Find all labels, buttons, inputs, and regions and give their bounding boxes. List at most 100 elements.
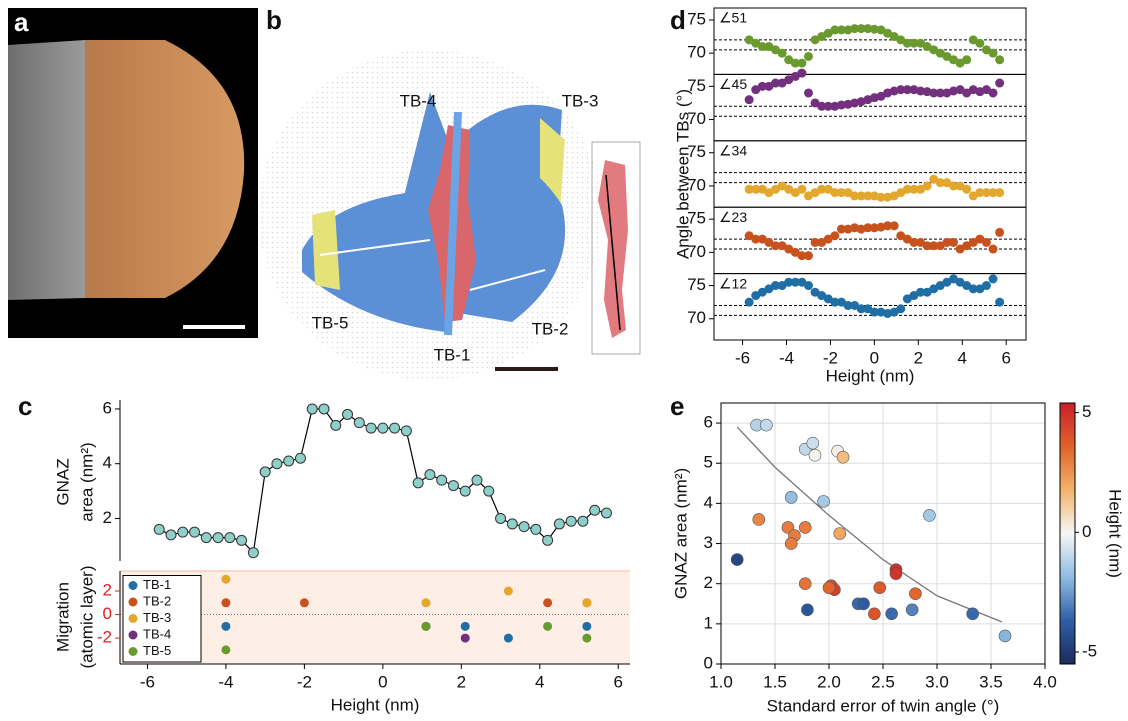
- x-tick-label: -6: [735, 348, 750, 367]
- data-point: [995, 55, 1004, 64]
- legend-label: TB-1: [143, 577, 171, 592]
- x-tick-label: -4: [779, 348, 794, 367]
- data-point: [858, 598, 870, 610]
- data-point: [799, 521, 811, 533]
- data-point: [797, 185, 806, 194]
- subplot-label: ∠34: [719, 143, 747, 159]
- data-point: [989, 49, 998, 58]
- data-point: [989, 245, 998, 254]
- panel-label: d: [670, 5, 686, 35]
- subplot-label: ∠45: [719, 76, 747, 92]
- y-tick-label: 4: [103, 453, 112, 472]
- data-point: [221, 645, 230, 654]
- subplot-label: ∠23: [719, 209, 747, 225]
- y-tick-label: 6: [103, 398, 112, 417]
- y-tick-label: 0: [704, 653, 713, 672]
- data-point: [797, 69, 806, 78]
- x-tick-label: 1.0: [709, 672, 733, 691]
- data-point: [519, 522, 529, 532]
- x-tick-label: -4: [218, 672, 233, 691]
- data-point: [923, 509, 935, 521]
- data-point: [995, 188, 1004, 197]
- data-point: [543, 535, 553, 545]
- panel-label: b: [266, 5, 282, 35]
- data-point: [906, 604, 918, 616]
- axis-title: Height (nm): [331, 695, 420, 714]
- y-tick-label: 6: [704, 413, 713, 432]
- data-point: [982, 281, 991, 290]
- x-tick-label: -6: [140, 672, 155, 691]
- data-point: [807, 437, 819, 449]
- data-point: [566, 516, 576, 526]
- axis-title: area (nm²): [77, 442, 96, 521]
- panel-label: e: [670, 391, 684, 421]
- y-tick-label: 75: [687, 9, 706, 28]
- subplot-label: ∠51: [719, 10, 747, 26]
- data-point: [809, 449, 821, 461]
- axis-title: (atomic layer): [77, 566, 96, 669]
- data-point: [890, 221, 899, 230]
- data-point: [201, 533, 211, 543]
- y-tick-label: 1: [704, 613, 713, 632]
- data-point: [343, 409, 353, 419]
- data-point: [804, 52, 813, 61]
- data-point: [237, 535, 247, 545]
- data-point: [496, 513, 506, 523]
- data-point: [554, 519, 564, 529]
- data-point: [837, 451, 849, 463]
- data-point: [995, 298, 1004, 307]
- x-tick-label: 4: [958, 348, 967, 367]
- data-point: [962, 55, 971, 64]
- data-point: [582, 634, 591, 643]
- data-point: [995, 228, 1004, 237]
- data-point: [890, 568, 902, 580]
- colorbar-tick-label: -5: [1082, 642, 1097, 661]
- data-point: [307, 404, 317, 414]
- tb-label: TB-2: [532, 319, 569, 338]
- colorbar-tick-label: 0: [1082, 522, 1091, 541]
- data-point: [804, 281, 813, 290]
- data-point: [923, 181, 932, 190]
- y-tick-label: 3: [704, 533, 713, 552]
- colorbar: [1060, 403, 1075, 664]
- tb-label: TB-3: [562, 91, 599, 110]
- panel-label: a: [14, 7, 29, 37]
- x-tick-label: -2: [823, 348, 838, 367]
- data-point: [422, 622, 431, 631]
- x-tick-label: 2: [457, 672, 466, 691]
- legend-label: TB-2: [143, 593, 171, 608]
- axis-title: Height (nm): [1106, 489, 1125, 578]
- data-point: [401, 426, 411, 436]
- colorbar-tick-label: 5: [1082, 402, 1091, 421]
- data-point: [830, 231, 839, 240]
- micrograph: [8, 8, 258, 338]
- data-point: [818, 495, 830, 507]
- data-point: [178, 527, 188, 537]
- data-point: [543, 598, 552, 607]
- panel-label: c: [18, 391, 32, 421]
- x-tick-label: 6: [1001, 348, 1010, 367]
- x-tick-label: 2.0: [817, 672, 841, 691]
- data-point: [967, 608, 979, 620]
- data-point: [366, 423, 376, 433]
- data-point: [753, 513, 765, 525]
- tb-label: TB-1: [434, 345, 471, 364]
- data-point: [999, 630, 1011, 642]
- data-point: [295, 453, 305, 463]
- data-point: [801, 604, 813, 616]
- data-point: [886, 608, 898, 620]
- data-point: [190, 527, 200, 537]
- data-point: [378, 423, 388, 433]
- data-point: [834, 528, 846, 540]
- legend-marker: [129, 614, 138, 623]
- legend-marker: [129, 647, 138, 656]
- data-point: [221, 575, 230, 584]
- x-tick-label: 2.5: [871, 672, 895, 691]
- data-point: [799, 578, 811, 590]
- data-point: [582, 598, 591, 607]
- data-point: [354, 418, 364, 428]
- y-tick-label: 70: [687, 308, 706, 327]
- data-point: [785, 491, 797, 503]
- data-point: [995, 79, 1004, 88]
- data-point: [225, 533, 235, 543]
